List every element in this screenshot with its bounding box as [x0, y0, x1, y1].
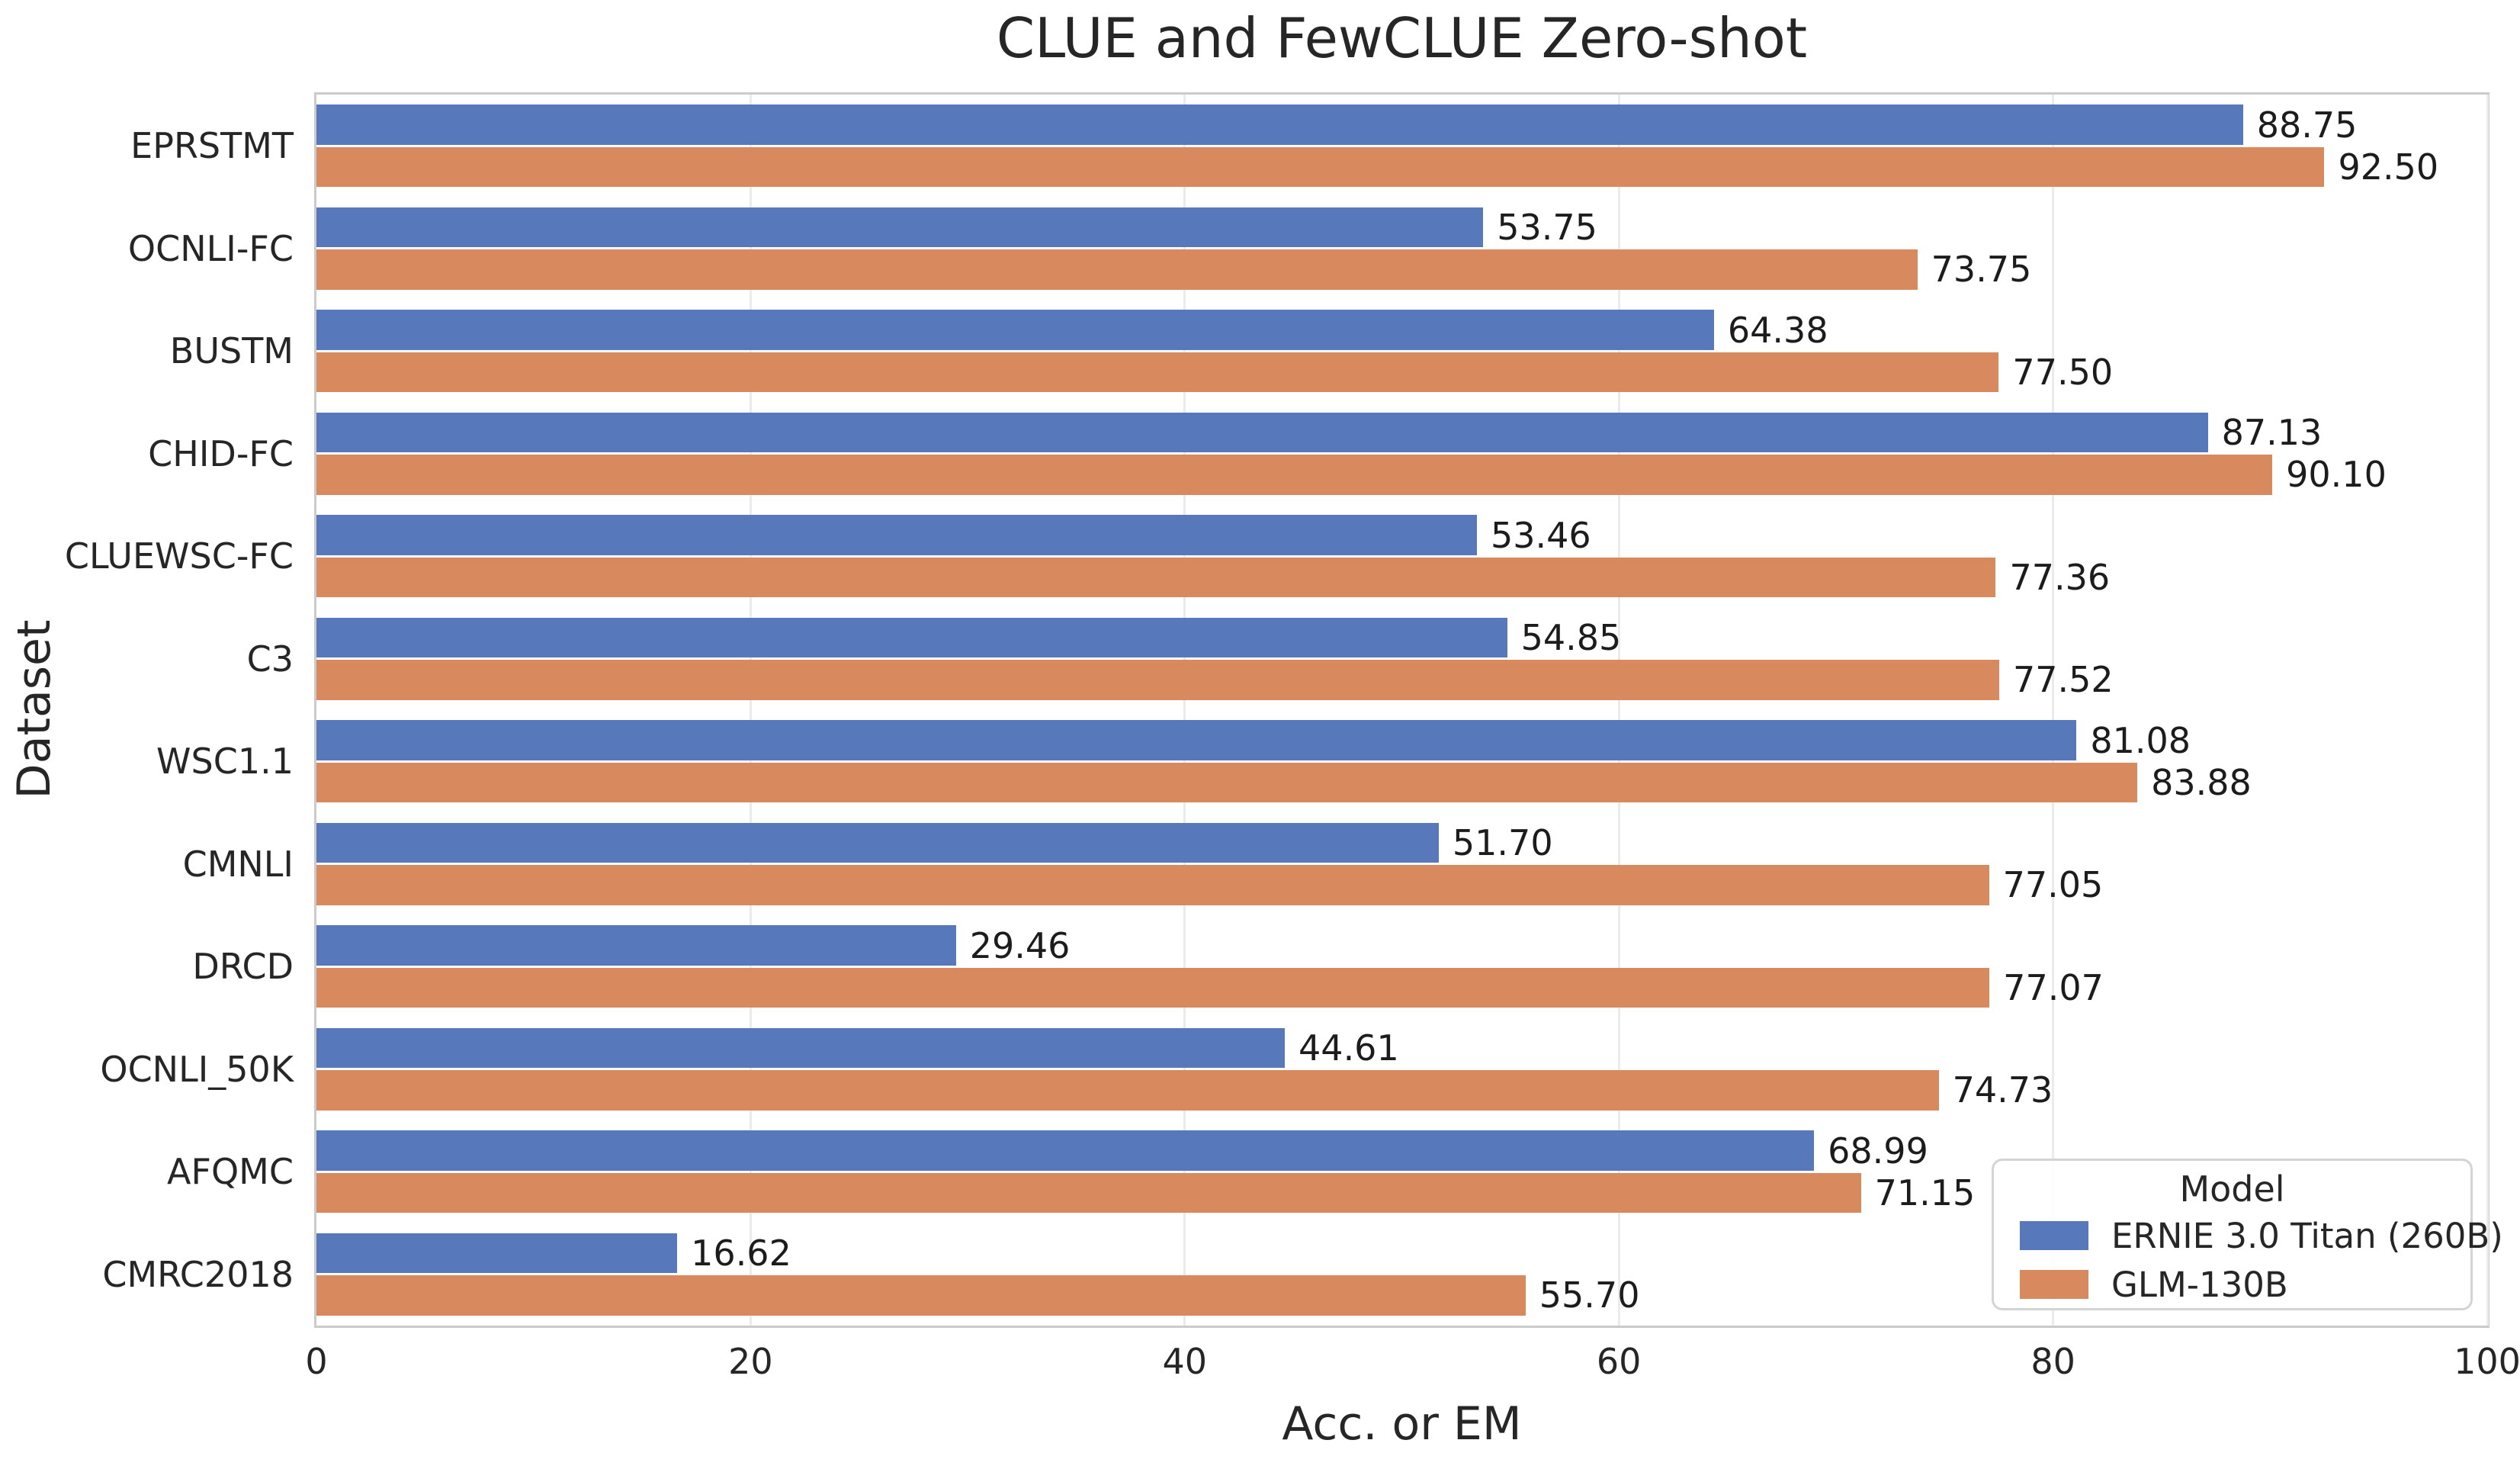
- bar-value-label-CMNLI-series1: 51.70: [1452, 822, 1553, 864]
- bar-value-label-CMNLI-series2: 77.05: [2002, 864, 2104, 906]
- legend-entry-2: GLM-130B: [1994, 1262, 2470, 1307]
- bar-CHID-FC-series1: [316, 412, 2208, 453]
- bar-CMRC2018-series1: [316, 1233, 678, 1274]
- legend: Model ERNIE 3.0 Titan (260B) GLM-130B: [1992, 1159, 2503, 1310]
- bar-CLUEWSC-FC-series1: [316, 515, 1477, 555]
- bar-value-label-CLUEWSC-FC-series1: 53.46: [1491, 514, 1591, 556]
- y-tick-label-AFQMC: AFQMC: [167, 1151, 294, 1193]
- y-tick-label-CMNLI: CMNLI: [182, 843, 294, 885]
- legend-swatch-1: [2020, 1221, 2088, 1250]
- legend-entry-label-2: GLM-130B: [2111, 1264, 2288, 1305]
- bar-value-label-CLUEWSC-FC-series2: 77.36: [2009, 556, 2111, 598]
- y-tick-label-BUSTM: BUSTM: [169, 330, 294, 372]
- bar-CLUEWSC-FC-series2: [316, 557, 1996, 598]
- bar-value-label-BUSTM-series2: 77.50: [2012, 351, 2114, 393]
- bar-OCNLI-FC-series2: [316, 249, 1918, 290]
- bar-CMNLI-series2: [316, 865, 1989, 905]
- x-tick-label-40: 40: [1162, 1341, 1208, 1382]
- y-tick-label-CHID-FC: CHID-FC: [148, 432, 294, 474]
- bar-value-label-CHID-FC-series2: 90.10: [2286, 454, 2387, 496]
- legend-entry-label-1: ERNIE 3.0 Titan (260B): [2111, 1215, 2503, 1256]
- gridline-x-40: [1183, 95, 1186, 1326]
- y-tick-label-OCNLI-FC: OCNLI-FC: [127, 227, 294, 269]
- bar-AFQMC-series1: [316, 1130, 1815, 1171]
- gridline-x-20: [749, 95, 752, 1326]
- bar-CHID-FC-series2: [316, 455, 2273, 495]
- bar-value-label-CMRC2018-series2: 55.70: [1539, 1275, 1640, 1316]
- bar-C3-series1: [316, 617, 1507, 658]
- x-tick-label-80: 80: [2030, 1341, 2075, 1382]
- bar-value-label-BUSTM-series1: 64.38: [1727, 309, 1828, 351]
- y-tick-label-DRCD: DRCD: [192, 946, 294, 988]
- bar-OCNLI_50K-series1: [316, 1027, 1286, 1069]
- x-tick-label-20: 20: [728, 1341, 773, 1382]
- bar-value-label-C3-series2: 77.52: [2012, 659, 2114, 701]
- bar-C3-series2: [316, 660, 1999, 700]
- bar-AFQMC-series2: [316, 1172, 1861, 1213]
- x-axis-label: Acc. or EM: [1282, 1397, 1522, 1451]
- legend-swatch-2: [2020, 1270, 2088, 1299]
- y-tick-label-C3: C3: [246, 638, 294, 680]
- legend-title: Model: [2179, 1168, 2285, 1210]
- bar-EPRSTMT-series2: [316, 146, 2325, 188]
- plot-area: 88.75 92.50 53.75 73.75 64.38 77.50 87.13 90.10…: [314, 92, 2490, 1328]
- bar-WSC1.1-series2: [316, 762, 2138, 803]
- y-tick-label-EPRSTMT: EPRSTMT: [130, 125, 294, 167]
- bar-CMRC2018-series2: [316, 1275, 1526, 1316]
- bar-value-label-EPRSTMT-series2: 92.50: [2338, 146, 2439, 188]
- bar-value-label-OCNLI-FC-series2: 73.75: [1931, 249, 2032, 291]
- bar-value-label-EPRSTMT-series1: 88.75: [2256, 104, 2358, 146]
- gridline-x-80: [2052, 95, 2055, 1326]
- bar-OCNLI-FC-series1: [316, 207, 1484, 248]
- legend-entry-1: ERNIE 3.0 Titan (260B): [1994, 1213, 2503, 1258]
- y-tick-label-CLUEWSC-FC: CLUEWSC-FC: [64, 535, 294, 577]
- bar-value-label-OCNLI-FC-series1: 53.75: [1497, 207, 1597, 249]
- bar-DRCD-series2: [316, 967, 1990, 1008]
- bar-value-label-C3-series1: 54.85: [1520, 617, 1622, 659]
- bar-value-label-OCNLI_50K-series2: 74.73: [1952, 1069, 2053, 1111]
- bar-BUSTM-series2: [316, 352, 1999, 393]
- x-tick-label-60: 60: [1596, 1341, 1642, 1382]
- bar-EPRSTMT-series1: [316, 104, 2243, 145]
- bar-BUSTM-series1: [316, 310, 1714, 350]
- y-tick-label-OCNLI_50K: OCNLI_50K: [100, 1048, 294, 1090]
- legend-entries: ERNIE 3.0 Titan (260B) GLM-130B: [1994, 1213, 2503, 1307]
- gridline-x-100: [2486, 95, 2489, 1326]
- bar-value-label-OCNLI_50K-series1: 44.61: [1299, 1027, 1399, 1069]
- x-tick-label-100: 100: [2454, 1341, 2520, 1382]
- x-tick-label-0: 0: [305, 1341, 328, 1382]
- bar-WSC1.1-series1: [316, 720, 2077, 760]
- y-tick-label-WSC1.1: WSC1.1: [156, 741, 294, 783]
- bar-DRCD-series1: [316, 925, 956, 966]
- bar-value-label-WSC1.1-series2: 83.88: [2151, 761, 2252, 803]
- bar-value-label-AFQMC-series2: 71.15: [1874, 1172, 1976, 1213]
- bar-value-label-DRCD-series2: 77.07: [2003, 966, 2104, 1008]
- bar-value-label-WSC1.1-series1: 81.08: [2090, 719, 2191, 761]
- bar-value-label-DRCD-series1: 29.46: [969, 924, 1071, 966]
- bar-CMNLI-series1: [316, 822, 1439, 863]
- bar-value-label-CMRC2018-series1: 16.62: [691, 1233, 791, 1275]
- gridline-x-60: [1617, 95, 1620, 1326]
- bar-OCNLI_50K-series2: [316, 1070, 1939, 1111]
- bar-value-label-CHID-FC-series1: 87.13: [2221, 412, 2323, 454]
- y-tick-label-CMRC2018: CMRC2018: [102, 1253, 294, 1295]
- bar-value-label-AFQMC-series1: 68.99: [1828, 1130, 1928, 1172]
- chart-title: CLUE and FewCLUE Zero-shot: [996, 6, 1808, 70]
